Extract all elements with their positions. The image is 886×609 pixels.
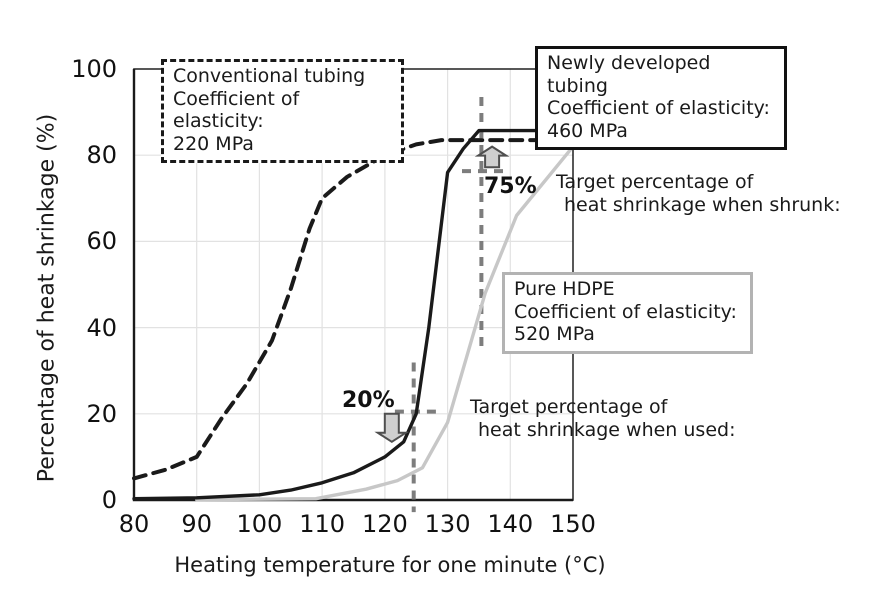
series-line (132, 128, 575, 501)
series-line (132, 138, 575, 481)
y-tick-label: 100 (71, 55, 117, 83)
x-tick-label: 150 (550, 510, 596, 538)
legend-box-conventional-tubing: Conventional tubing Coefficient of elast… (161, 59, 404, 163)
x-tick-label: 100 (236, 510, 283, 538)
coefficient-label: Coefficient of elasticity: (514, 300, 737, 323)
y-tick-label: 40 (86, 313, 117, 342)
x-tick-label: 130 (424, 510, 471, 538)
legend-box-pure-hdpe: Pure HDPE Coefficient of elasticity: 520… (502, 272, 753, 354)
x-tick-label: 140 (487, 510, 534, 538)
coefficient-value: 520 MPa (514, 323, 595, 345)
annotation-line: Target percentage of (556, 171, 754, 193)
x-tick-label: 80 (118, 510, 150, 538)
y-axis-title: Percentage of heat shrinkage (%) (34, 113, 60, 483)
coefficient-label: Coefficient of elasticity: (547, 97, 770, 119)
y-tick-label: 20 (86, 399, 117, 428)
annotation-target-used: Target percentage of heat shrinkage when… (470, 396, 735, 442)
coefficient-label: Coefficient of elasticity: (173, 87, 300, 133)
annotation-target-shrunk: Target percentage of heat shrinkage when… (556, 171, 841, 217)
y-tick-label: 60 (86, 227, 117, 256)
series-name: Pure HDPE (514, 278, 615, 300)
y-tick-label: 80 (86, 141, 117, 170)
x-tick-label: 120 (361, 510, 408, 538)
annotation-line: Target percentage of (470, 396, 668, 418)
x-axis-title: Heating temperature for one minute (°C) (174, 553, 606, 577)
series-line (194, 144, 575, 502)
coefficient-value: 460 MPa (547, 119, 628, 142)
x-tick-label: 110 (299, 510, 346, 538)
legend-box-newly-developed-tubing: Newly developed tubing Coefficient of el… (535, 46, 787, 150)
down-arrow-icon (374, 412, 410, 443)
x-tick-label: 90 (181, 510, 212, 538)
label-target-used-percent: 20% (342, 388, 395, 413)
y-tick-label: 0 (101, 486, 117, 514)
series-name: Conventional tubing (173, 65, 366, 87)
up-arrow-icon (474, 145, 510, 169)
annotation-line: heat shrinkage when used: (478, 419, 736, 441)
series-name: Newly developed tubing (547, 52, 711, 97)
label-target-shrunk-percent: 75% (484, 174, 537, 199)
annotation-line: heat shrinkage when shrunk: (564, 194, 841, 216)
coefficient-value: 220 MPa (173, 132, 254, 155)
